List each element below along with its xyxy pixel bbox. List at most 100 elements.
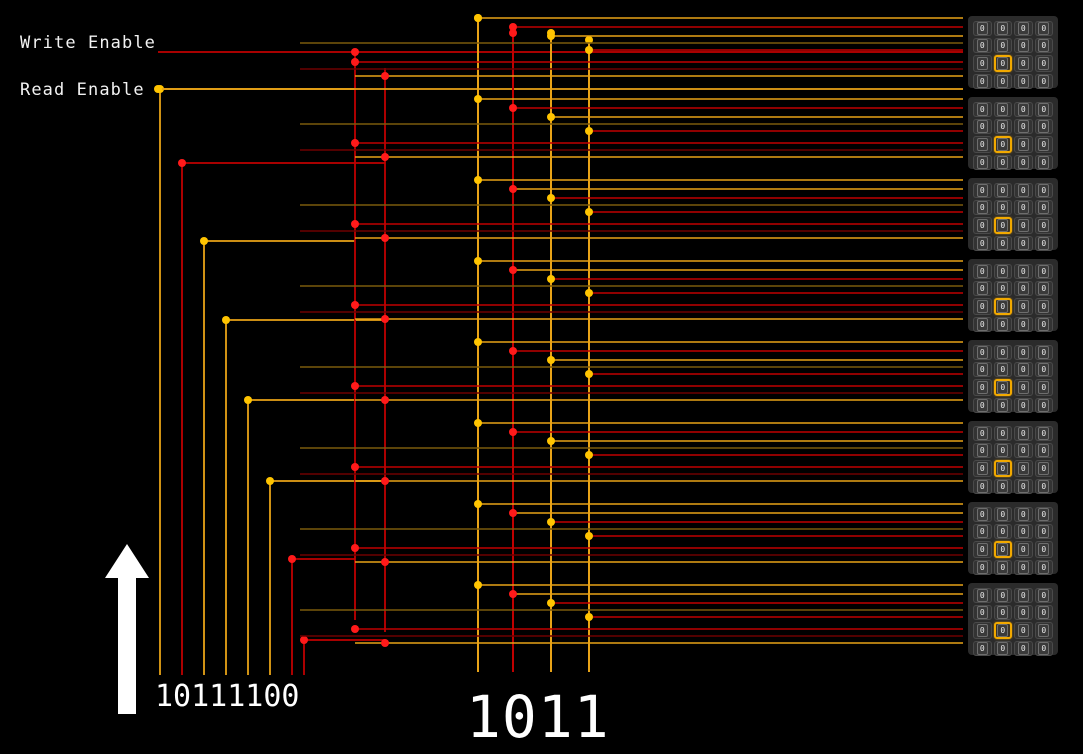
memory-cell[interactable]: 0 [993,507,1012,522]
memory-cell[interactable]: 0 [1034,460,1053,477]
memory-cell[interactable]: 0 [1034,281,1053,296]
memory-cell[interactable]: 0 [993,102,1012,117]
memory-cell[interactable]: 0 [1014,317,1033,332]
memory-cell[interactable]: 0 [1014,426,1033,441]
memory-cell[interactable]: 0 [1034,524,1053,539]
memory-cell[interactable]: 0 [973,605,992,620]
memory-cell[interactable]: 0 [1034,379,1053,396]
memory-cell[interactable]: 0 [993,74,1012,89]
memory-cell[interactable]: 0 [1014,217,1033,234]
memory-cell[interactable]: 0 [973,236,992,251]
memory-cell[interactable]: 0 [1014,641,1033,656]
memory-cell[interactable]: 0 [1014,443,1033,458]
memory-cell[interactable]: 0 [1034,317,1053,332]
memory-cell[interactable]: 0 [973,102,992,117]
memory-cell[interactable]: 0 [973,588,992,603]
memory-cell[interactable]: 0 [973,379,992,396]
memory-cell[interactable]: 0 [973,479,992,494]
memory-cell[interactable]: 0 [993,560,1012,575]
memory-cell[interactable]: 0 [973,183,992,198]
memory-cell[interactable]: 0 [1014,622,1033,639]
memory-cell[interactable]: 0 [1034,398,1053,413]
memory-cell[interactable]: 0 [973,217,992,234]
memory-cell[interactable]: 0 [1034,298,1053,315]
memory-cell[interactable]: 0 [1014,21,1033,36]
memory-cell-selected[interactable]: 0 [993,541,1012,558]
memory-cell[interactable]: 0 [993,21,1012,36]
memory-cell[interactable]: 0 [1034,102,1053,117]
memory-cell[interactable]: 0 [973,119,992,134]
memory-cell[interactable]: 0 [1014,38,1033,53]
memory-cell[interactable]: 0 [973,38,992,53]
memory-cell-selected[interactable]: 0 [993,136,1012,153]
memory-cell[interactable]: 0 [973,426,992,441]
memory-cell-selected[interactable]: 0 [993,460,1012,477]
memory-cell[interactable]: 0 [1034,605,1053,620]
memory-cell[interactable]: 0 [973,264,992,279]
memory-cell[interactable]: 0 [993,524,1012,539]
memory-cell[interactable]: 0 [993,605,1012,620]
memory-cell[interactable]: 0 [1034,55,1053,72]
memory-cell[interactable]: 0 [973,541,992,558]
memory-cell[interactable]: 0 [993,200,1012,215]
memory-cell[interactable]: 0 [1034,426,1053,441]
memory-cell[interactable]: 0 [1034,136,1053,153]
memory-cell[interactable]: 0 [1034,560,1053,575]
memory-cell[interactable]: 0 [993,479,1012,494]
memory-cell[interactable]: 0 [1034,622,1053,639]
memory-cell[interactable]: 0 [1014,200,1033,215]
memory-cell-selected[interactable]: 0 [993,379,1012,396]
memory-cell[interactable]: 0 [1034,217,1053,234]
memory-cell[interactable]: 0 [973,317,992,332]
memory-cell[interactable]: 0 [993,426,1012,441]
memory-cell[interactable]: 0 [973,55,992,72]
memory-cell[interactable]: 0 [993,38,1012,53]
memory-cell[interactable]: 0 [993,398,1012,413]
memory-cell[interactable]: 0 [973,507,992,522]
memory-cell-selected[interactable]: 0 [993,622,1012,639]
memory-cell[interactable]: 0 [1034,479,1053,494]
memory-cell[interactable]: 0 [1034,641,1053,656]
memory-cell[interactable]: 0 [993,588,1012,603]
memory-cell[interactable]: 0 [1034,183,1053,198]
memory-cell[interactable]: 0 [1034,507,1053,522]
memory-cell[interactable]: 0 [1014,119,1033,134]
memory-cell[interactable]: 0 [973,298,992,315]
memory-cell[interactable]: 0 [973,345,992,360]
memory-cell[interactable]: 0 [1014,398,1033,413]
memory-cell[interactable]: 0 [1014,460,1033,477]
memory-cell[interactable]: 0 [973,21,992,36]
memory-cell[interactable]: 0 [1034,200,1053,215]
memory-cell[interactable]: 0 [1034,264,1053,279]
memory-cell[interactable]: 0 [1034,38,1053,53]
memory-cell[interactable]: 0 [973,74,992,89]
memory-cell[interactable]: 0 [1034,155,1053,170]
memory-cell[interactable]: 0 [1014,588,1033,603]
memory-cell[interactable]: 0 [1034,236,1053,251]
memory-cell[interactable]: 0 [1034,345,1053,360]
memory-cell[interactable]: 0 [993,119,1012,134]
memory-cell[interactable]: 0 [973,136,992,153]
memory-cell[interactable]: 0 [973,362,992,377]
memory-cell[interactable]: 0 [1014,136,1033,153]
memory-cell[interactable]: 0 [1014,362,1033,377]
memory-cell-selected[interactable]: 0 [993,298,1012,315]
memory-cell[interactable]: 0 [973,460,992,477]
memory-cell[interactable]: 0 [993,155,1012,170]
memory-cell-selected[interactable]: 0 [993,55,1012,72]
memory-cell[interactable]: 0 [973,524,992,539]
memory-cell[interactable]: 0 [1014,524,1033,539]
memory-cell[interactable]: 0 [1014,281,1033,296]
memory-cell[interactable]: 0 [1014,155,1033,170]
memory-cell[interactable]: 0 [993,443,1012,458]
memory-cell[interactable]: 0 [1014,74,1033,89]
memory-cell[interactable]: 0 [973,155,992,170]
